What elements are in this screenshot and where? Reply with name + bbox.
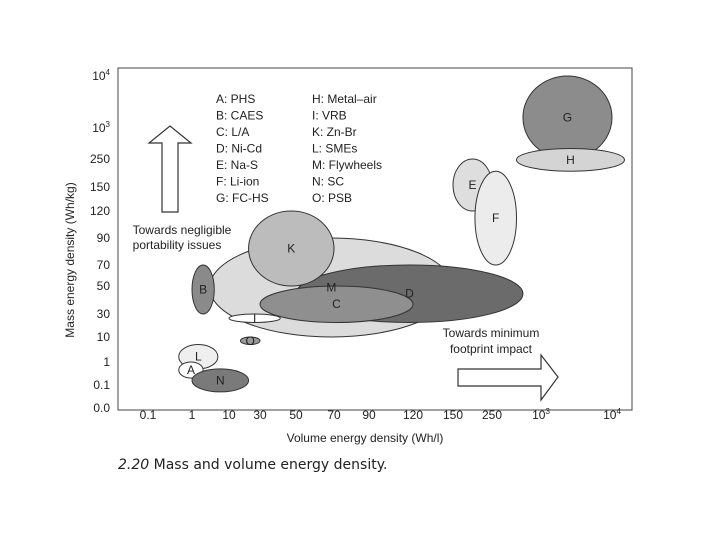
legend-entry: E: Na-S bbox=[216, 158, 258, 172]
y-tick-label: 0.1 bbox=[93, 378, 110, 392]
x-tick-label: 103 bbox=[532, 407, 550, 422]
region-label-l: L bbox=[195, 350, 202, 364]
x-tick-label: 120 bbox=[403, 408, 423, 422]
region-i bbox=[228, 313, 281, 323]
region-o bbox=[239, 336, 261, 346]
region-label-n: N bbox=[216, 373, 225, 387]
regions-layer bbox=[178, 75, 626, 393]
right-arrow-text-2: footprint impact bbox=[450, 342, 533, 356]
region-label-k: K bbox=[287, 242, 295, 256]
x-tick-label: 50 bbox=[289, 408, 303, 422]
up-arrow-icon bbox=[147, 125, 193, 213]
legend-entry: B: CAES bbox=[216, 109, 263, 123]
legend-entry: K: Zn-Br bbox=[312, 125, 357, 139]
y-axis-label: Mass energy density (Wh/kg) bbox=[63, 182, 77, 337]
y-tick-label: 70 bbox=[97, 258, 111, 272]
region-label-f: F bbox=[492, 211, 499, 225]
region-label-a: A bbox=[187, 363, 195, 377]
region-c bbox=[259, 285, 414, 323]
x-tick-label: 10 bbox=[222, 408, 236, 422]
y-tick-label: 150 bbox=[90, 180, 110, 194]
legend-entry: F: Li-ion bbox=[216, 175, 259, 189]
legend-entry: C: L/A bbox=[216, 125, 249, 139]
y-tick-label: 120 bbox=[90, 204, 110, 218]
region-f bbox=[474, 170, 518, 266]
region-label-b: B bbox=[199, 283, 207, 297]
y-tick-labels: 0.0 0.1 1 10 30 50 70 90 120 150 250 103 104 bbox=[90, 68, 111, 415]
region-n bbox=[191, 368, 250, 393]
x-tick-label: 250 bbox=[482, 408, 502, 422]
x-tick-label: 0.1 bbox=[140, 408, 157, 422]
region-label-c: C bbox=[332, 297, 341, 311]
region-label-g: G bbox=[563, 111, 572, 125]
x-tick-label: 70 bbox=[327, 408, 341, 422]
up-arrow-text-1: Towards negligible bbox=[133, 223, 232, 237]
x-tick-label: 30 bbox=[253, 408, 267, 422]
up-arrow-text-2: portability issues bbox=[133, 238, 222, 252]
x-tick-label: 90 bbox=[362, 408, 376, 422]
y-tick-label: 50 bbox=[97, 279, 111, 293]
region-label-e: E bbox=[468, 178, 476, 192]
figure-caption-text: Mass and volume energy density. bbox=[153, 457, 388, 473]
legend-entry: N: SC bbox=[312, 175, 344, 189]
y-tick-label: 0.0 bbox=[93, 401, 110, 415]
y-tick-label: 103 bbox=[92, 120, 110, 135]
x-tick-label: 1 bbox=[189, 408, 196, 422]
y-tick-label: 104 bbox=[92, 68, 110, 83]
region-label-d: D bbox=[405, 287, 414, 301]
legend-entry: I: VRB bbox=[312, 109, 347, 123]
x-tick-label: 104 bbox=[603, 407, 621, 422]
right-arrow-text-1: Towards minimum bbox=[443, 326, 540, 340]
figure-number: 2.20 bbox=[118, 457, 150, 473]
y-tick-label: 250 bbox=[90, 152, 110, 166]
region-label-o: O bbox=[246, 334, 255, 348]
legend-entry: H: Metal–air bbox=[312, 92, 377, 106]
legend-entry: O: PSB bbox=[312, 191, 352, 205]
right-arrow-icon bbox=[457, 353, 559, 402]
x-axis-label: Volume energy density (Wh/l) bbox=[287, 431, 444, 445]
legend-entry: G: FC-HS bbox=[216, 191, 269, 205]
region-b bbox=[191, 264, 215, 315]
legend-entry: L: SMEs bbox=[312, 142, 357, 156]
x-tick-labels: 0.1 1 10 30 50 70 90 120 150 250 103 104 bbox=[140, 407, 622, 422]
legend: A: PHS B: CAES C: L/A D: Ni-Cd E: Na-S F: Li-… bbox=[216, 92, 382, 205]
region-k bbox=[248, 210, 335, 287]
y-tick-label: 10 bbox=[97, 330, 111, 344]
y-tick-label: 30 bbox=[97, 307, 111, 321]
legend-entry: M: Flywheels bbox=[312, 158, 382, 172]
figure-caption: 2.20 Mass and volume energy density. bbox=[118, 457, 387, 473]
y-tick-label: 1 bbox=[103, 355, 110, 369]
x-tick-label: 150 bbox=[443, 408, 463, 422]
region-h bbox=[516, 147, 626, 172]
region-label-i: I bbox=[253, 311, 256, 325]
legend-entry: D: Ni-Cd bbox=[216, 142, 262, 156]
region-labels-layer: M D C K B IO LA N E F G H bbox=[187, 111, 575, 388]
region-label-h: H bbox=[566, 153, 575, 167]
legend-entry: A: PHS bbox=[216, 92, 255, 106]
y-tick-label: 90 bbox=[97, 231, 111, 245]
region-label-m: M bbox=[326, 281, 336, 295]
